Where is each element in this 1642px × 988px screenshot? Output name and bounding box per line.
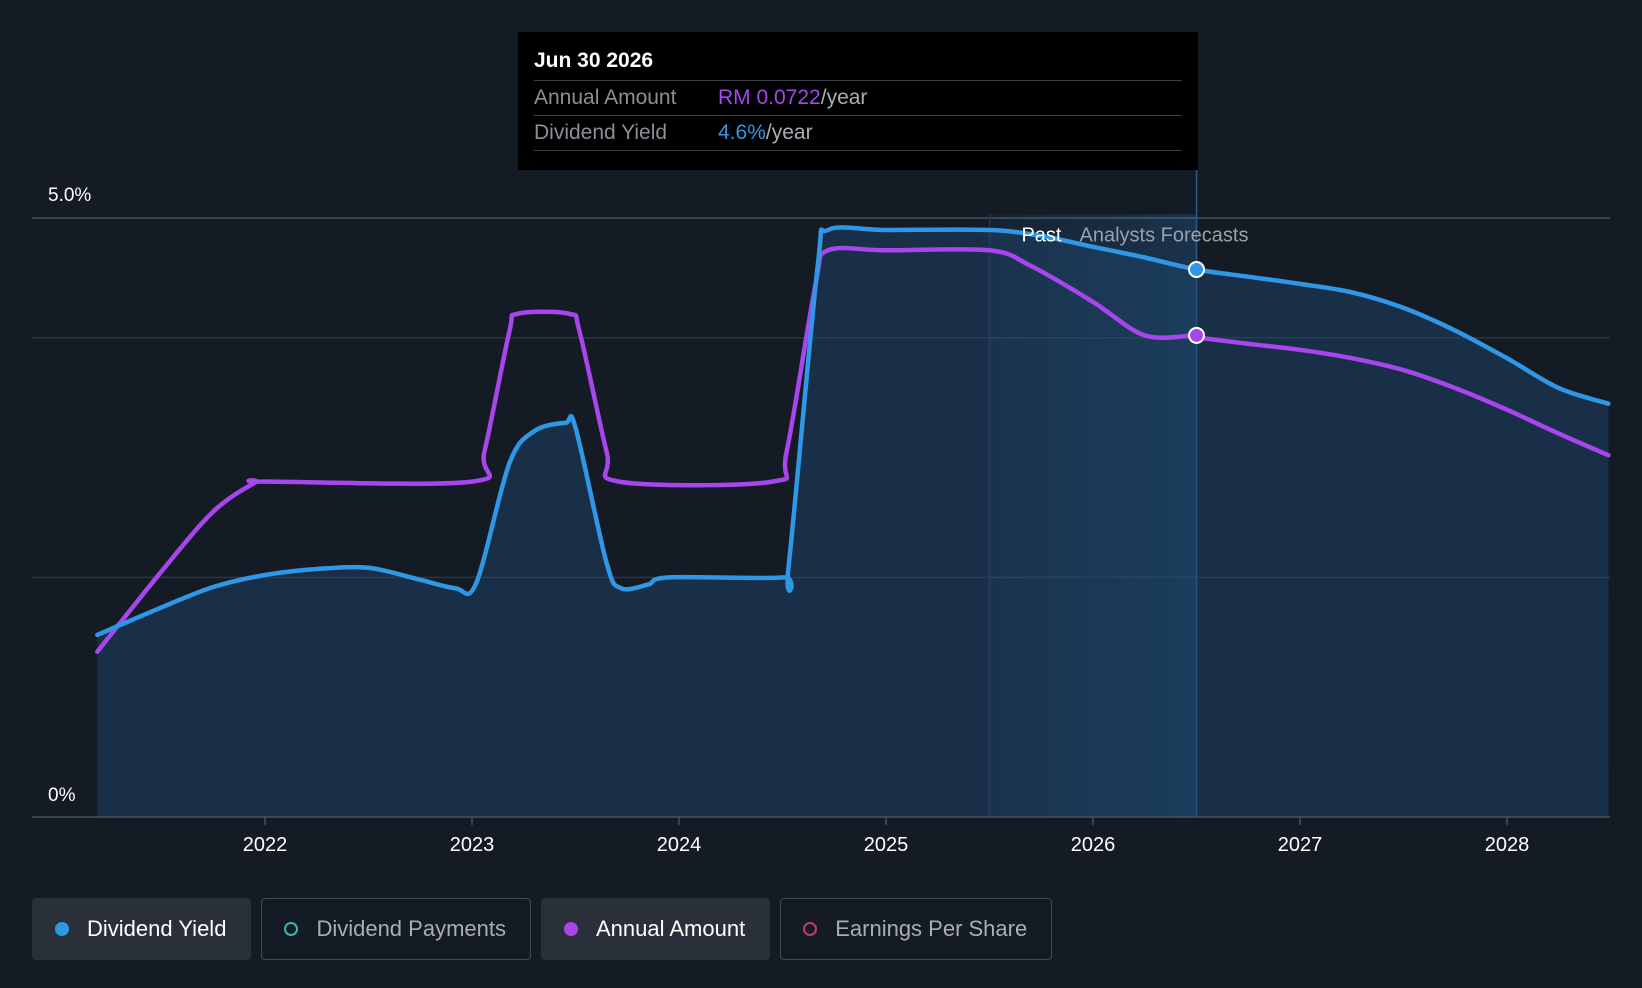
hover-tooltip: Jun 30 2026 Annual Amount RM 0.0722 /yea…: [518, 32, 1198, 170]
tooltip-row-annual-amount: Annual Amount RM 0.0722 /year: [534, 80, 1182, 115]
dividend-chart[interactable]: 5.0% 0% 2022 2023 2024 2025 2026 2027 2028 Past An…: [0, 0, 1642, 890]
legend-annual-amount[interactable]: Annual Amount: [540, 898, 771, 960]
chart-legend: Dividend Yield Dividend Payments Annual …: [32, 898, 1053, 960]
x-tick-label: 2023: [450, 834, 495, 856]
x-tick-label: 2027: [1278, 834, 1323, 856]
dividend-yield-area: [97, 227, 1609, 817]
legend-label: Dividend Payments: [316, 916, 506, 941]
past-label: Past: [1021, 224, 1061, 246]
tooltip-row-dividend-yield: Dividend Yield 4.6% /year: [534, 115, 1182, 151]
legend-dividend-yield[interactable]: Dividend Yield: [32, 898, 252, 960]
tooltip-date: Jun 30 2026: [534, 49, 654, 72]
dividend-yield-line: [95, 225, 1611, 638]
tooltip-value: 4.6%: [718, 121, 766, 144]
x-tick-label: 2028: [1485, 834, 1530, 856]
legend-label: Dividend Yield: [87, 916, 227, 941]
x-tick-label: 2026: [1071, 834, 1116, 856]
tooltip-value: RM 0.0722: [718, 86, 821, 109]
legend-earnings-per-share[interactable]: Earnings Per Share: [780, 898, 1053, 960]
legend-label: Annual Amount: [595, 916, 746, 941]
forecast-region: [989, 214, 1197, 817]
annual-amount-line: [95, 245, 1611, 654]
y-tick-label: 0%: [48, 785, 76, 806]
forecast-label: Analysts Forecasts: [1080, 224, 1249, 246]
dividend-yield-dot-icon: [55, 922, 69, 936]
y-tick-label: 5.0%: [48, 185, 91, 206]
x-tick-label: 2025: [864, 834, 909, 856]
annual-amount-marker: [1188, 326, 1205, 344]
tooltip-label: Annual Amount: [534, 86, 677, 109]
dividend-payments-ring-icon: [284, 922, 299, 936]
tooltip-unit: /year: [820, 86, 868, 109]
legend-dividend-payments[interactable]: Dividend Payments: [261, 898, 531, 960]
earnings-per-share-ring-icon: [803, 922, 818, 936]
x-tick-label: 2024: [657, 834, 702, 856]
x-tick-label: 2022: [243, 834, 288, 856]
annual-amount-dot-icon: [563, 922, 578, 936]
tooltip-unit: /year: [765, 121, 813, 144]
tooltip-label: Dividend Yield: [534, 121, 668, 144]
dividend-yield-marker: [1188, 261, 1205, 279]
legend-label: Earnings Per Share: [835, 916, 1028, 941]
